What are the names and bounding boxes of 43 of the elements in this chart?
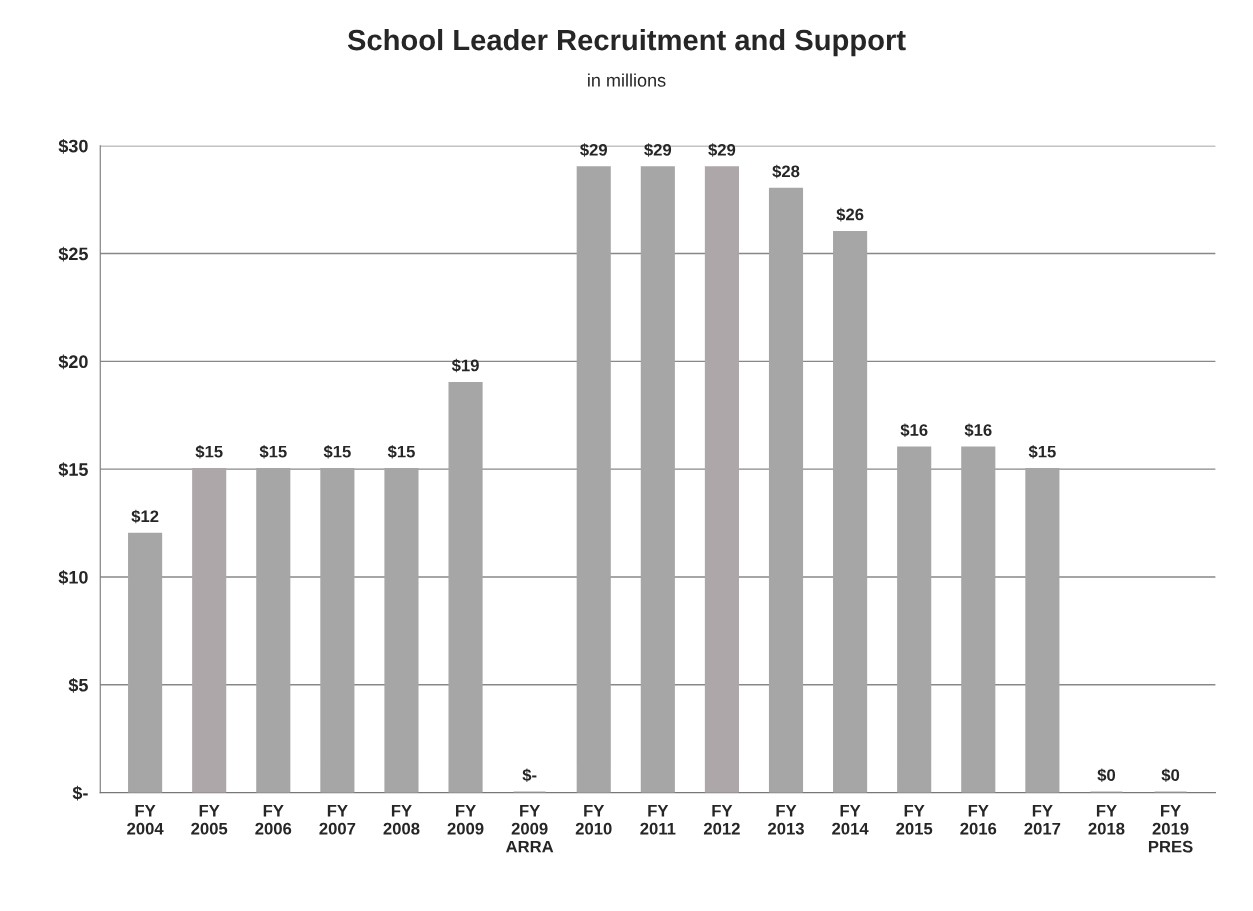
data-label: $15 [195,445,223,459]
x-tick-label: FY 2007 [319,804,356,835]
x-tick-label: FY 2018 [1088,804,1125,835]
data-label: $29 [580,143,608,157]
y-tick-label: $15 [58,462,88,478]
data-label: $29 [708,143,736,157]
x-tick-label: FY 2016 [960,804,997,835]
x-tick-label: FY 2008 [383,804,420,835]
data-label: $28 [772,164,800,179]
data-label: $15 [1028,445,1056,459]
y-tick-label: $10 [58,570,88,585]
data-label: $29 [644,143,672,157]
x-tick-label: FY 2009 ARRA [505,804,554,853]
y-tick-label: $25 [58,246,88,262]
y-tick-label: $30 [58,138,88,154]
x-tick-label: FY 2014 [832,804,869,835]
chart-title: School Leader Recruitment and Support [347,28,906,57]
y-tick-label: $20 [58,354,88,370]
data-label: $0 [1097,768,1116,783]
x-tick-label: FY 2006 [255,804,292,835]
x-tick-label: FY 2013 [768,804,804,835]
x-tick-label: FY 2017 [1024,804,1061,835]
data-label: $19 [451,358,479,373]
x-tick-label: FY 2011 [640,804,676,835]
data-label: $12 [131,509,159,524]
data-label: $15 [387,445,415,459]
chart-subtitle: in millions [588,73,666,87]
x-tick-label: FY 2019 PRES [1148,804,1193,853]
y-tick-label: $5 [68,677,88,693]
x-tick-label: FY 2010 [575,804,612,835]
x-tick-label: FY 2009 [447,804,484,835]
x-tick-label: FY 2005 [191,804,228,835]
x-tick-label: FY 2004 [127,804,164,835]
x-tick-label: FY 2012 [703,804,740,835]
data-label: $0 [1161,768,1180,783]
x-tick-label: FY 2015 [896,804,933,835]
data-label: $15 [259,445,287,459]
data-label: $26 [836,207,864,222]
data-label: $16 [900,423,928,438]
data-label: $- [522,768,537,783]
data-label: $16 [964,423,992,438]
y-tick-label: $- [72,785,88,801]
data-label: $15 [323,445,351,459]
